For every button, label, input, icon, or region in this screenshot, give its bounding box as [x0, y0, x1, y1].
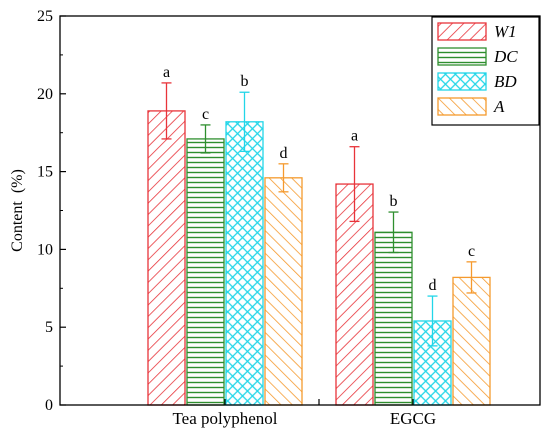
legend-label-W1: W1: [494, 22, 517, 41]
y-tick-label: 0: [45, 397, 53, 414]
significance-label: d: [280, 145, 288, 162]
y-tick-label: 5: [45, 319, 53, 336]
x-tick-label: Tea polyphenol: [172, 409, 277, 428]
legend-label-BD: BD: [494, 72, 517, 91]
bar-A-1: [452, 276, 491, 406]
legend-label-DC: DC: [493, 47, 518, 66]
significance-label: a: [163, 64, 170, 81]
significance-label: d: [429, 277, 437, 294]
significance-label: c: [202, 106, 209, 123]
legend-swatch-A: [437, 97, 487, 116]
y-axis-title: Content (%): [9, 169, 26, 252]
y-tick-label: 25: [37, 8, 53, 25]
legend-label-A: A: [493, 97, 505, 116]
y-tick-label: 10: [37, 241, 53, 258]
legend-swatch-DC: [437, 47, 487, 66]
x-tick-label: EGCG: [390, 409, 436, 428]
legend: W1 DC BD A: [431, 16, 540, 126]
significance-label: c: [468, 243, 475, 260]
legend-swatch-W1: [437, 22, 487, 41]
significance-label: b: [241, 73, 249, 90]
y-tick-label: 15: [37, 164, 53, 181]
plot-area: a c b d Tea polyphenol a b d c EGCG 0 5 10 15 20 25 Cont…: [9, 8, 541, 428]
bar-W1-0: [147, 110, 186, 406]
bar-A-0: [264, 177, 303, 406]
y-tick-label: 20: [37, 86, 53, 103]
significance-label: a: [351, 128, 358, 145]
significance-label: b: [390, 193, 398, 210]
legend-swatch-BD: [437, 72, 487, 91]
bar-DC-1: [374, 231, 413, 406]
bar-BD-0: [225, 121, 264, 406]
bar-DC-0: [186, 138, 225, 406]
